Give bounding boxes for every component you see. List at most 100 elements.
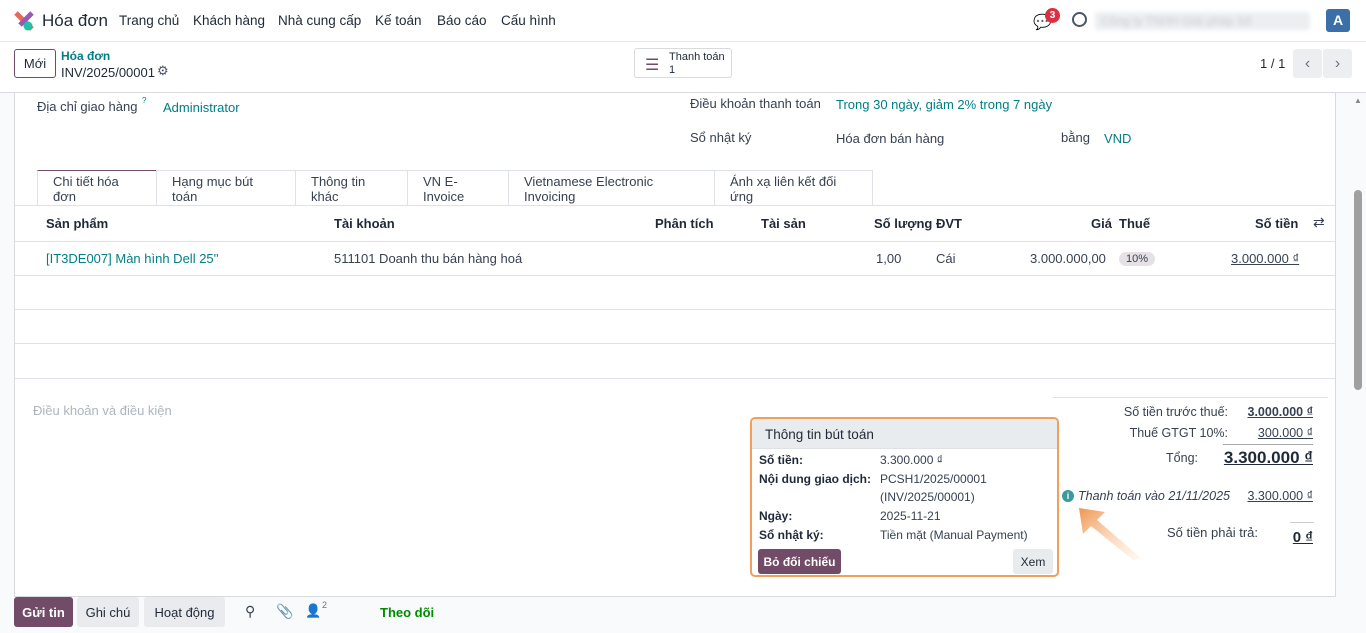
col-analytic[interactable]: Phân tích — [655, 216, 714, 231]
app-logo-icon[interactable] — [14, 11, 34, 31]
menu-nha-cung-cap[interactable]: Nhà cung cấp — [278, 13, 362, 28]
total-value: 3.300.000 ₫ — [1223, 448, 1313, 467]
uom-cell[interactable]: Cái — [936, 251, 956, 266]
payment-info-popover: Thông tin bút toán Số tiền: 3.300.000 ₫ … — [750, 417, 1059, 577]
amount-due-value: 0 ₫ — [1292, 529, 1313, 546]
clock-icon[interactable] — [1072, 12, 1087, 27]
col-account[interactable]: Tài khoản — [334, 216, 395, 231]
row-divider — [15, 275, 1335, 276]
tax-label: Thuế GTGT 10%: — [1129, 426, 1228, 440]
due-divider — [1290, 522, 1314, 523]
follow-button[interactable]: Theo dõi — [380, 605, 435, 620]
payment-info-icon[interactable]: i — [1062, 490, 1074, 502]
tab-invoice-lines[interactable]: Chi tiết hóa đơn — [37, 170, 157, 206]
scrollbar-thumb[interactable] — [1354, 190, 1362, 390]
row-divider — [15, 241, 1335, 242]
popover-amount-label: Số tiền: — [759, 453, 803, 467]
tab-vn-einvoice[interactable]: VN E-Invoice — [407, 170, 509, 206]
record-name: INV/2025/00001 — [61, 65, 155, 80]
col-quantity[interactable]: Số lượng — [874, 216, 933, 231]
activity-button[interactable]: Hoạt động — [144, 597, 225, 627]
row-divider — [15, 378, 1335, 379]
send-message-button[interactable]: Gửi tin — [14, 597, 73, 627]
col-tax[interactable]: Thuế — [1119, 216, 1151, 231]
terms-input[interactable]: Điều khoản và điều kiện — [33, 403, 172, 418]
pager-next-button[interactable]: › — [1323, 49, 1352, 78]
account-cell[interactable]: 511101 Doanh thu bán hàng hoá — [334, 251, 523, 266]
payments-smart-button[interactable]: ☰ Thanh toán 1 — [634, 48, 732, 78]
control-panel: Mới Hóa đơn INV/2025/00001 ⚙ ☰ Thanh toá… — [0, 42, 1366, 93]
smart-button-label: Thanh toán — [669, 51, 725, 63]
delivery-address-value[interactable]: Administrator — [163, 100, 240, 115]
top-navbar: Hóa đơn Trang chủ Khách hàng Nhà cung cấ… — [0, 0, 1366, 42]
followers-icon[interactable]: 👤 — [305, 603, 322, 618]
total-label: Tổng: — [1166, 451, 1198, 465]
followers-count: 2 — [322, 600, 328, 610]
smart-button-count: 1 — [669, 64, 676, 76]
app-name[interactable]: Hóa đơn — [42, 11, 108, 30]
gear-icon[interactable]: ⚙ — [157, 63, 169, 78]
tab-account-mapping[interactable]: Ánh xạ liên kết đối ứng — [714, 170, 873, 206]
journal-value[interactable]: Hóa đơn bán hàng — [836, 131, 945, 146]
untaxed-label: Số tiền trước thuế: — [1123, 405, 1228, 419]
product-cell[interactable]: [IT3DE007] Màn hình Dell 25'' — [46, 251, 219, 266]
row-divider — [15, 309, 1335, 310]
view-button[interactable]: Xem — [1013, 549, 1053, 574]
popover-date-label: Ngày: — [759, 509, 793, 523]
company-switcher[interactable]: Công ty TNHH Giải pháp Số — [1095, 12, 1310, 30]
tax-value: 300.000 ₫ — [1257, 426, 1313, 440]
paperclip-icon[interactable]: 📎 — [276, 603, 294, 619]
menu-bao-cao[interactable]: Báo cáo — [437, 13, 487, 28]
quantity-cell[interactable]: 1,00 — [876, 251, 902, 266]
payment-terms-label: Điều khoản thanh toán — [690, 96, 821, 111]
popover-journal-label: Sổ nhật ký: — [759, 528, 824, 542]
tab-other-info[interactable]: Thông tin khác — [295, 170, 408, 206]
total-divider — [1223, 444, 1313, 445]
tab-journal-items[interactable]: Hạng mục bút toán — [156, 170, 296, 206]
tab-vn-electronic-invoicing[interactable]: Vietnamese Electronic Invoicing — [508, 170, 715, 206]
menu-trang-chu[interactable]: Trang chủ — [119, 13, 180, 28]
list-icon: ☰ — [645, 57, 660, 74]
tax-badge[interactable]: 10% — [1119, 252, 1156, 266]
payment-value: 3.300.000 ₫ — [1247, 489, 1314, 503]
col-amount[interactable]: Số tiền — [1255, 216, 1299, 231]
popover-memo-label: Nội dung giao dịch: — [759, 472, 871, 486]
menu-khach-hang[interactable]: Khách hàng — [193, 13, 266, 28]
popover-date: 2025-11-21 — [880, 509, 941, 523]
popover-amount: 3.300.000 ₫ — [880, 453, 943, 467]
col-price[interactable]: Giá — [1091, 216, 1112, 231]
user-avatar[interactable]: A — [1326, 9, 1350, 32]
message-badge: 3 — [1045, 8, 1060, 23]
journal-label: Sổ nhật ký — [690, 130, 752, 145]
payment-label: Thanh toán vào 21/11/2025 — [1078, 489, 1230, 503]
new-button[interactable]: Mới — [14, 49, 56, 78]
unreconcile-button[interactable]: Bỏ đối chiếu — [758, 549, 841, 574]
menu-cau-hinh[interactable]: Cấu hình — [501, 13, 556, 28]
scroll-up-arrow[interactable]: ▲ — [1354, 96, 1362, 105]
pager-prev-button[interactable]: ‹ — [1293, 49, 1322, 78]
price-cell[interactable]: 3.000.000,00 — [1030, 251, 1106, 266]
col-asset[interactable]: Tài sản — [761, 216, 806, 231]
amount-cell: 3.000.000 ₫ — [1231, 251, 1300, 266]
breadcrumb-parent[interactable]: Hóa đơn — [61, 49, 111, 63]
popover-journal: Tiền mặt (Manual Payment) — [880, 528, 1028, 542]
col-product[interactable]: Sản phẩm — [46, 216, 109, 231]
amount-due-label: Số tiền phải trả: — [1166, 525, 1258, 540]
annotation-arrow — [1079, 508, 1141, 560]
log-note-button[interactable]: Ghi chú — [77, 597, 139, 627]
untaxed-value: 3.000.000 ₫ — [1247, 405, 1314, 419]
help-tooltip-icon[interactable]: ? — [142, 96, 147, 105]
column-settings-icon[interactable]: ⇄ — [1313, 214, 1325, 230]
tabs-divider — [15, 205, 1335, 206]
delivery-address-label: Địa chỉ giao hàng — [37, 99, 138, 114]
search-icon[interactable]: ⚲ — [245, 603, 256, 619]
popover-memo-line1: PCSH1/2025/00001 — [880, 472, 987, 486]
popover-title: Thông tin bút toán — [752, 419, 1057, 449]
menu-ke-toan[interactable]: Kế toán — [375, 13, 422, 28]
currency-value[interactable]: VND — [1104, 131, 1132, 146]
popover-memo-line2: (INV/2025/00001) — [880, 490, 975, 504]
pager-value[interactable]: 1 / 1 — [1260, 56, 1286, 71]
totals-divider — [1053, 397, 1328, 398]
payment-terms-value[interactable]: Trong 30 ngày, giảm 2% trong 7 ngày — [836, 97, 1053, 112]
col-uom[interactable]: ĐVT — [936, 216, 962, 231]
